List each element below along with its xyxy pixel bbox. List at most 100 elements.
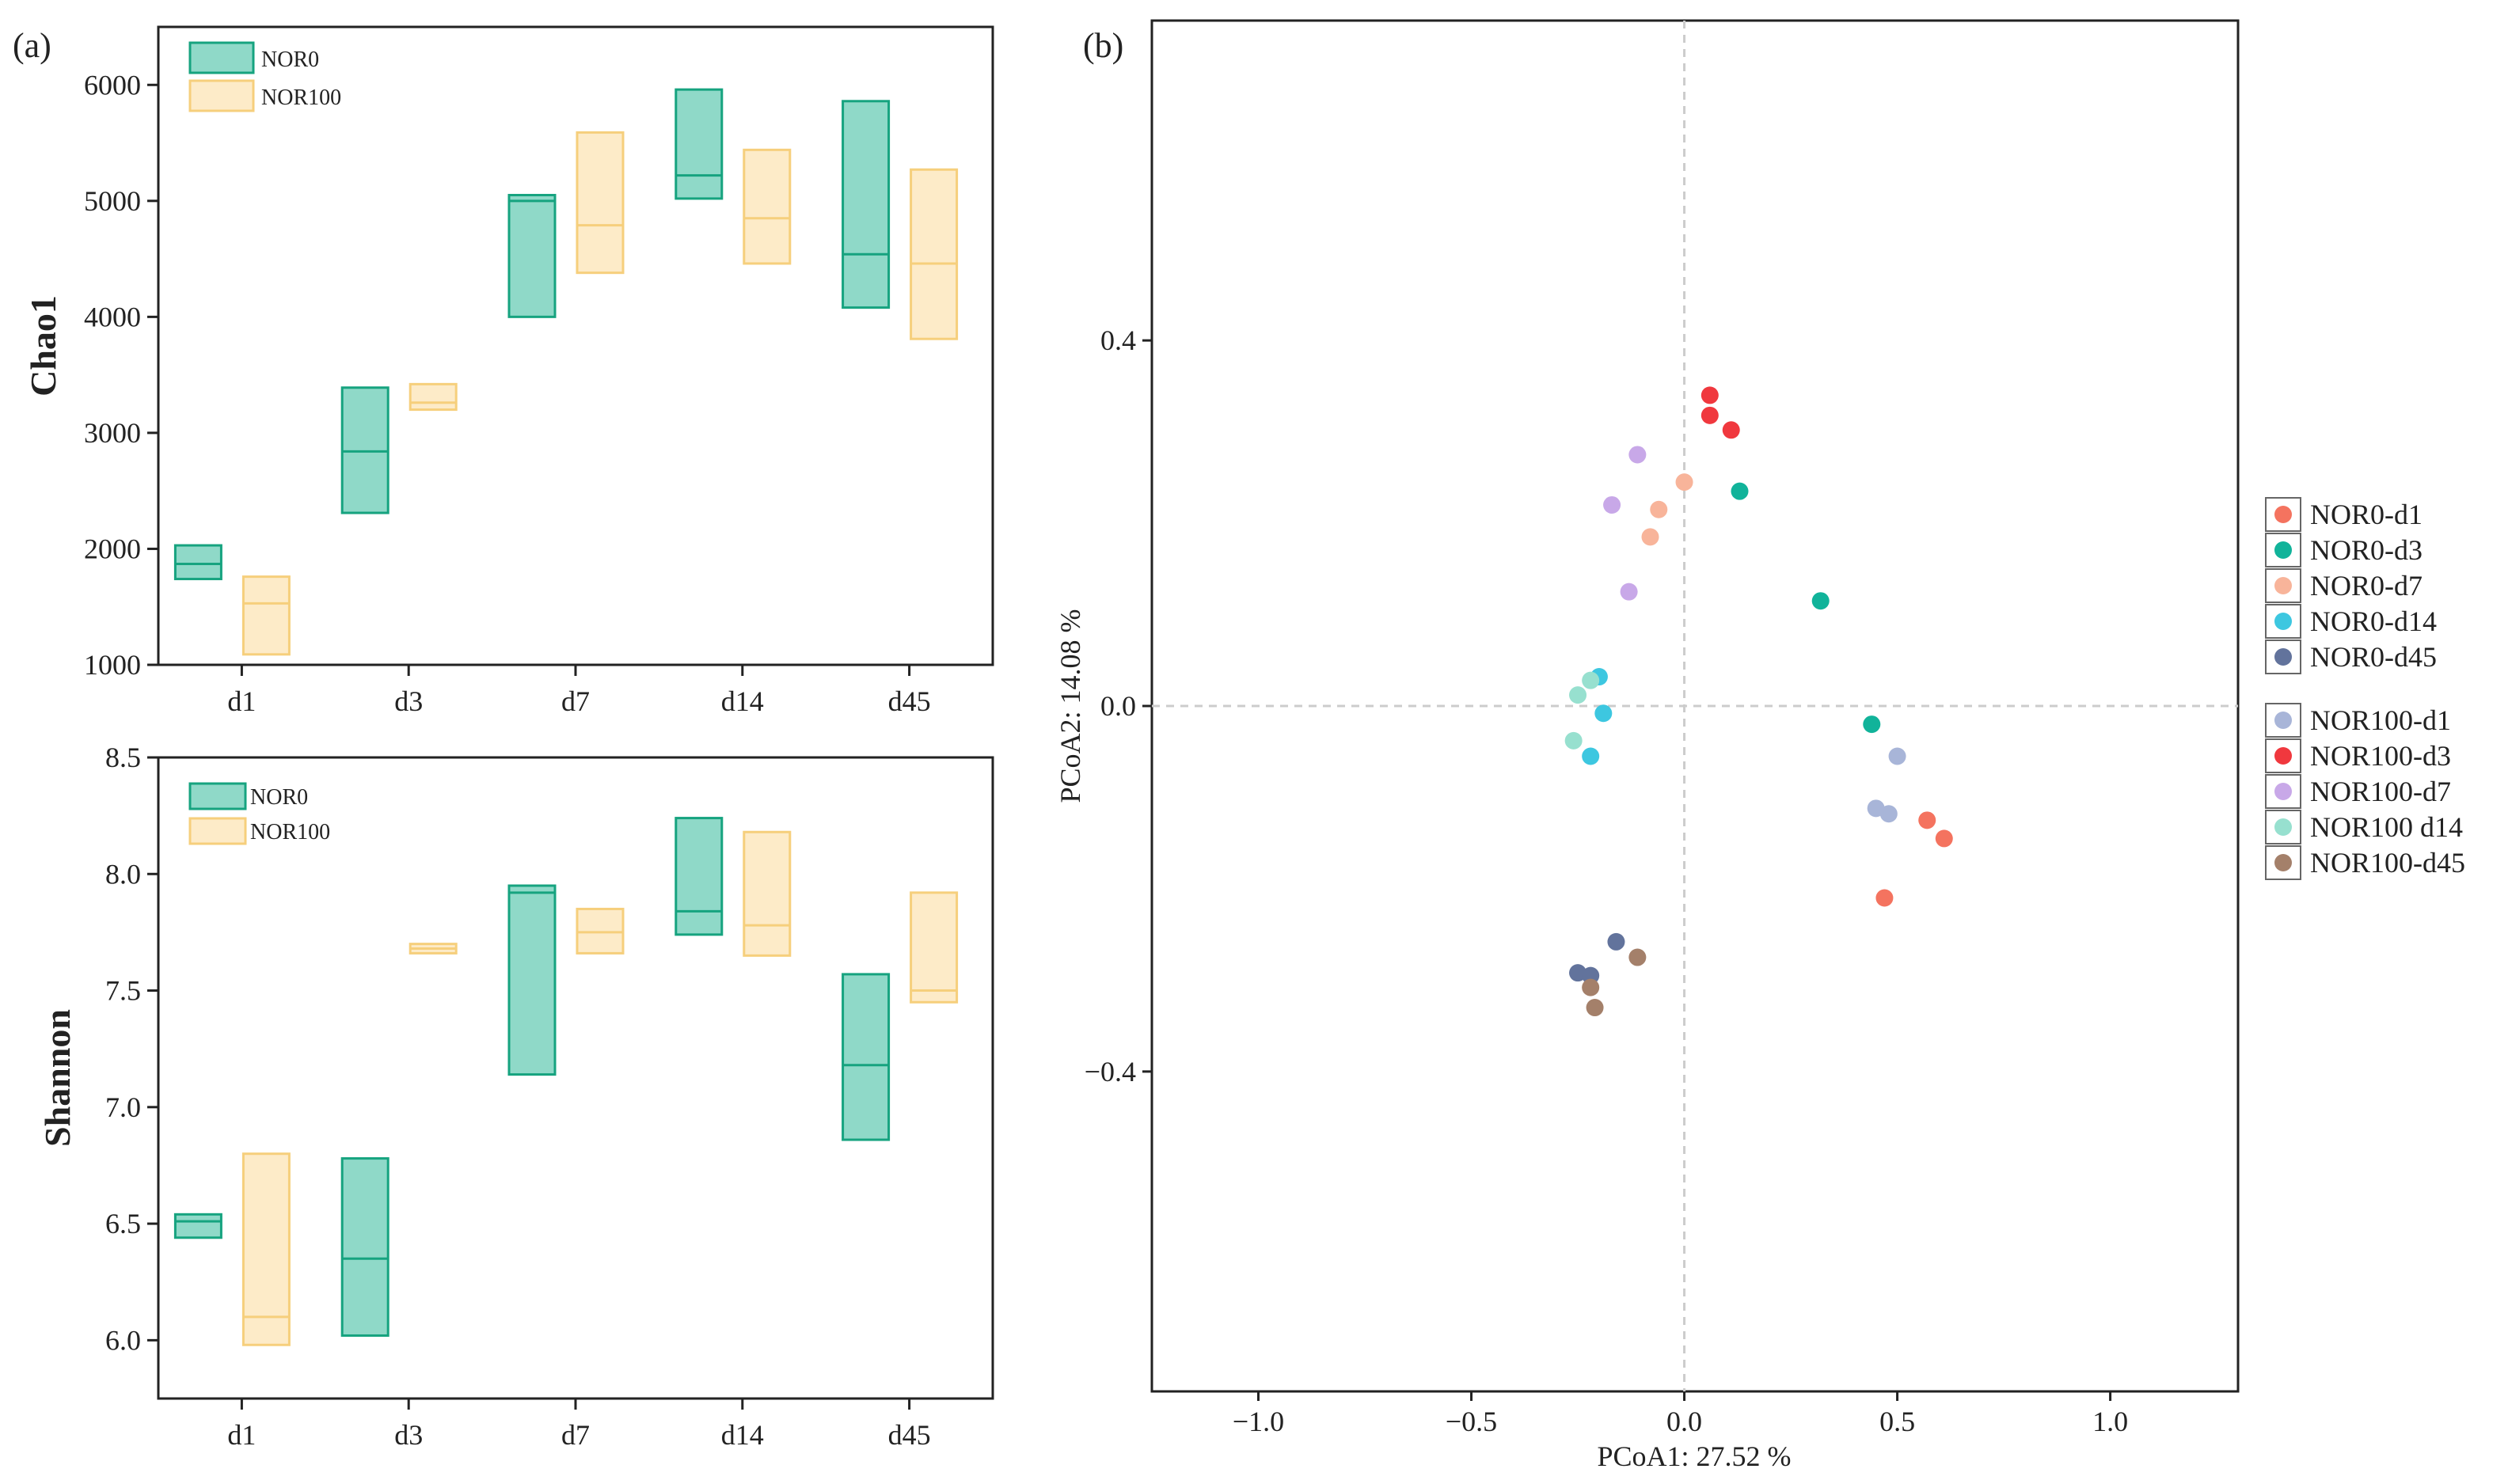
chao1-ytick-label: 2000: [84, 533, 141, 564]
shannon-box-nor0-d45: [842, 973, 891, 1141]
panel-label-a: (a): [13, 26, 51, 65]
pcoa-ytick-label: 0.0: [1100, 690, 1136, 722]
pcoa-point-nor0-d1: [1918, 811, 1936, 829]
panel-label-b: (b): [1083, 26, 1123, 65]
pcoa-ytick-label: 0.4: [1100, 325, 1136, 356]
shannon-xtick-label: d7: [561, 1419, 590, 1451]
shannon-box-nor100-d14: [743, 830, 792, 957]
pcoa-legend-marker: [2274, 506, 2292, 523]
pcoa-point-nor100-d3: [1700, 386, 1719, 404]
pcoa-legend-marker: [2274, 783, 2292, 800]
pcoa-point-nor100-d1: [1879, 805, 1898, 823]
chao1-box-nor100-d3: [408, 382, 458, 412]
pcoa-legend-marker: [2274, 613, 2292, 630]
chao1-box-nor100-d7: [576, 131, 625, 275]
pcoa-legend-marker: [2274, 747, 2292, 765]
pcoa-point-nor0-d7: [1675, 473, 1693, 492]
pcoa-legend-marker: [2274, 648, 2292, 666]
pcoa-point-nor0-d3: [1731, 482, 1749, 500]
pcoa-xtick-label: −1.0: [1233, 1406, 1284, 1437]
pcoa-scatter: PCoA1: 27.52 % PCoA2: 14.08 % −1.0 −0.5 0.…: [1054, 19, 2240, 1472]
pcoa-xtick-label: 0.5: [1879, 1406, 1915, 1437]
pcoa-legend-label: NOR100 d14: [2310, 811, 2463, 843]
pcoa-legend-marker: [2274, 818, 2292, 836]
pcoa-legend-marker: [2274, 577, 2292, 594]
chao1-box-nor0-d14: [674, 88, 724, 200]
pcoa-legend-label: NOR0-d14: [2310, 605, 2437, 637]
pcoa-point-nor100-d14: [1564, 731, 1583, 750]
pcoa-legend-label: NOR0-d45: [2310, 641, 2437, 673]
shannon-boxplot: Shannon NOR0 NOR100 6.0 6.5 7.0 7.5 8.0 8.5 d1…: [37, 742, 994, 1451]
pcoa-point-nor100-d14: [1582, 671, 1600, 689]
chao1-box-nor100-d14: [743, 148, 792, 265]
pcoa-xlabel: PCoA1: 27.52 %: [1597, 1440, 1791, 1472]
pcoa-point-nor100-d45: [1582, 978, 1600, 996]
pcoa-point-nor100-d3: [1700, 406, 1719, 424]
pcoa-point-nor0-d3: [1863, 715, 1881, 734]
pcoa-point-nor0-d45: [1607, 932, 1625, 951]
pcoa-legend-label: NOR100-d3: [2310, 740, 2451, 772]
pcoa-point-nor0-d14: [1594, 704, 1613, 723]
shannon-ytick-label: 7.5: [105, 975, 141, 1007]
shannon-box-nor0-d3: [340, 1157, 390, 1337]
chao1-legend-swatch-nor0: [188, 41, 255, 74]
pcoa-point-nor0-d7: [1650, 500, 1668, 518]
chao1-legend-label-nor0: NOR0: [261, 47, 319, 72]
chao1-xtick-label: d3: [394, 685, 423, 717]
chao1-box-nor100-d1: [241, 575, 291, 656]
shannon-box-nor0-d14: [674, 817, 724, 936]
pcoa-point-nor0-d14: [1582, 747, 1600, 765]
pcoa-legend-label: NOR0-d3: [2310, 534, 2422, 566]
pcoa-point-nor0-d3: [1811, 592, 1830, 610]
shannon-legend: NOR0 NOR100: [188, 782, 330, 845]
shannon-legend-label-nor0: NOR0: [250, 785, 308, 810]
chao1-ytick-label: 6000: [84, 69, 141, 101]
pcoa-legend-marker: [2274, 541, 2292, 559]
pcoa-legend-label: NOR100-d7: [2310, 776, 2451, 807]
pcoa-point-nor0-d1: [1875, 889, 1894, 907]
chao1-xtick-label: d1: [227, 685, 256, 717]
shannon-box-nor0-d7: [507, 884, 557, 1076]
pcoa-legend-label: NOR100-d1: [2310, 704, 2451, 736]
pcoa-point-nor100-d7: [1628, 446, 1647, 464]
shannon-xtick-label: d45: [888, 1419, 931, 1451]
chao1-boxplot: Chao1 NOR0 NOR100 1000 2000 3000 4000 5000 60…: [23, 25, 994, 717]
pcoa-point-nor100-d7: [1620, 583, 1638, 601]
chao1-legend: NOR0 NOR100: [188, 41, 341, 112]
chao1-ytick-label: 4000: [84, 301, 141, 332]
shannon-ytick-label: 8.0: [105, 858, 141, 890]
shannon-ytick-label: 8.5: [105, 742, 141, 773]
chao1-ytick-label: 1000: [84, 649, 141, 681]
pcoa-point-nor100-d1: [1888, 747, 1906, 765]
chao1-legend-label-nor100: NOR100: [261, 85, 341, 110]
chao1-ylabel: Chao1: [23, 295, 63, 397]
shannon-legend-label-nor100: NOR100: [250, 820, 330, 844]
shannon-box-nor100-d45: [910, 891, 959, 1004]
chao1-box-nor100-d45: [910, 168, 959, 340]
pcoa-point-nor100-d45: [1586, 999, 1604, 1017]
pcoa-legend-label: NOR0-d1: [2310, 499, 2422, 530]
pcoa-xtick-label: −0.5: [1446, 1406, 1497, 1437]
pcoa-ytick-label: −0.4: [1085, 1056, 1136, 1087]
pcoa-point-nor100-d3: [1722, 421, 1740, 439]
pcoa-xtick-label: 0.0: [1666, 1406, 1702, 1437]
pcoa-legend-label: NOR0-d7: [2310, 570, 2422, 602]
chao1-xtick-label: d45: [888, 685, 931, 717]
shannon-xtick-label: d14: [721, 1419, 764, 1451]
pcoa-point-nor0-d7: [1641, 528, 1659, 546]
pcoa-legend-label: NOR100-d45: [2310, 847, 2465, 879]
shannon-box-nor100-d1: [241, 1152, 291, 1346]
shannon-box-nor0-d1: [173, 1213, 222, 1239]
shannon-xtick-label: d3: [394, 1419, 423, 1451]
chao1-ytick-label: 3000: [84, 417, 141, 449]
chao1-xtick-label: d14: [721, 685, 764, 717]
chao1-xtick-label: d7: [561, 685, 590, 717]
shannon-ytick-label: 7.0: [105, 1091, 141, 1123]
shannon-ytick-label: 6.5: [105, 1208, 141, 1239]
shannon-legend-swatch-nor100: [188, 817, 247, 845]
shannon-ylabel: Shannon: [37, 1009, 78, 1147]
pcoa-xtick-label: 1.0: [2092, 1406, 2128, 1437]
pcoa-legend-marker: [2274, 712, 2292, 729]
